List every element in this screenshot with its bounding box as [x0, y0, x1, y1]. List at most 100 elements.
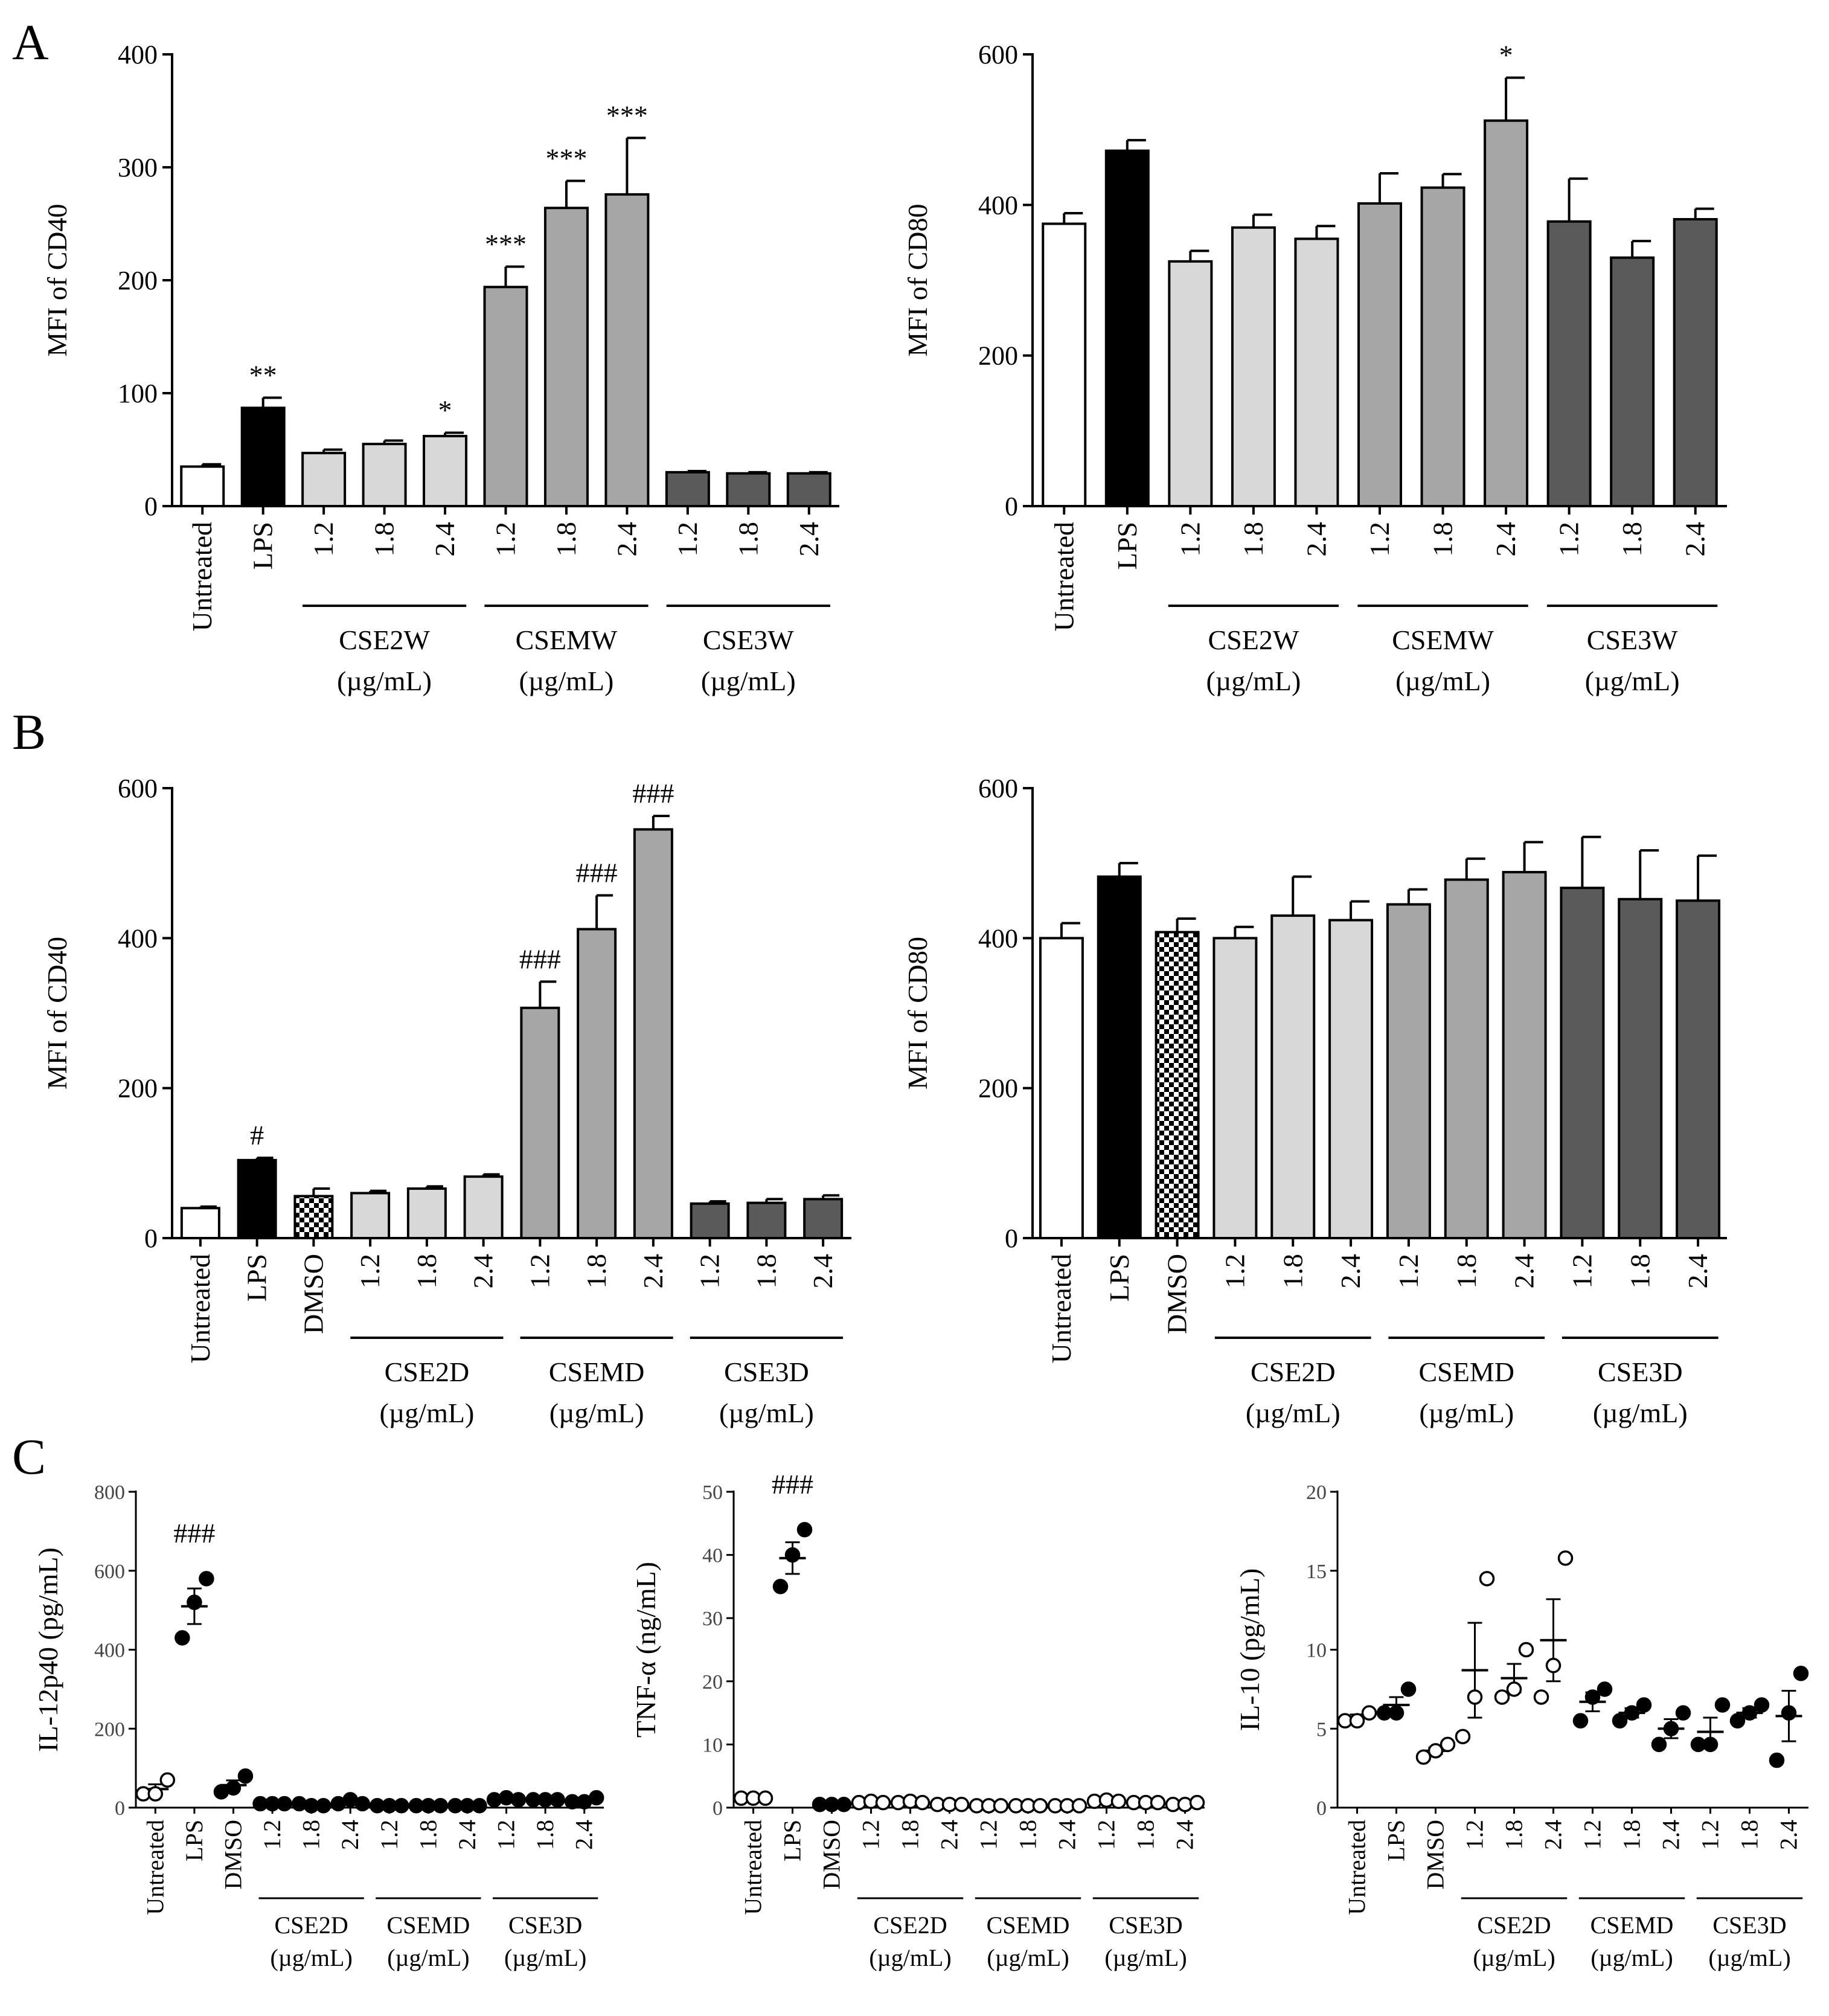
data-point — [1714, 1697, 1731, 1713]
bar — [1168, 260, 1213, 507]
y-tick-label: 400 — [978, 190, 1018, 220]
category-label: 1.2 — [354, 1254, 385, 1289]
group-unit-label: (µg/mL) — [1593, 1398, 1688, 1428]
category-label: 1.8 — [1238, 522, 1269, 557]
group-unit-label: (µg/mL) — [1395, 666, 1490, 696]
bar — [1097, 875, 1142, 1240]
data-point — [1769, 1752, 1785, 1768]
category-label: 2.4 — [1775, 1820, 1802, 1850]
data-point — [147, 1786, 164, 1802]
category-label: 1.2 — [1554, 522, 1584, 557]
data-point — [394, 1797, 409, 1814]
category-label: DMSO — [219, 1820, 246, 1890]
bar — [1212, 937, 1258, 1240]
data-point — [549, 1792, 565, 1808]
bar — [301, 452, 347, 507]
category-label: 1.8 — [414, 1820, 441, 1850]
category-label: 2.4 — [1171, 1820, 1199, 1850]
bar — [1546, 220, 1592, 507]
category-label: 1.2 — [857, 1820, 885, 1850]
group-unit-label: (µg/mL) — [337, 666, 432, 696]
data-point — [1518, 1642, 1534, 1658]
significance-label: *** — [545, 143, 587, 173]
category-label: 1.8 — [531, 1820, 559, 1850]
y-tick-label: 100 — [118, 379, 158, 408]
data-point — [1663, 1721, 1679, 1736]
y-tick-label: 0 — [144, 1224, 158, 1253]
data-point — [1702, 1736, 1718, 1753]
significance-label: ### — [173, 1518, 215, 1549]
category-label: 1.2 — [376, 1820, 403, 1850]
data-point — [1636, 1697, 1652, 1713]
group-unit-label: (µg/mL) — [1246, 1398, 1341, 1428]
category-label: 1.2 — [493, 1820, 520, 1850]
bar — [1502, 871, 1547, 1239]
bar — [1294, 237, 1339, 507]
data-point — [1624, 1705, 1640, 1721]
data-point — [225, 1780, 242, 1796]
data-point — [1506, 1681, 1522, 1697]
category-label: LPS — [1383, 1820, 1410, 1861]
group-label: CSE3D — [724, 1356, 809, 1387]
y-tick-label: 0 — [1316, 1797, 1327, 1820]
chart-c3: 0 5 10 15 20 IL-10 (pg/mL) Untreated LPS DMSO 1.2… — [1234, 1482, 1809, 1971]
group-unit-label: (µg/mL) — [1206, 666, 1301, 696]
category-label: 1.8 — [751, 1254, 781, 1289]
data-point — [914, 1794, 931, 1811]
category-label: 1.2 — [694, 1254, 725, 1289]
bar — [1155, 931, 1200, 1240]
bar — [1560, 887, 1605, 1240]
group-unit-label: (µg/mL) — [719, 1398, 814, 1428]
bar — [362, 443, 407, 508]
data-point — [1400, 1681, 1417, 1697]
group-label: CSEMD — [1590, 1912, 1674, 1939]
group-label: CSE2D — [385, 1356, 470, 1387]
group-label: CSE2W — [1208, 624, 1299, 655]
y-axis-title: TNF-α (ng/mL) — [630, 1562, 661, 1738]
group-unit-label: (µg/mL) — [1473, 1944, 1555, 1971]
bar — [1042, 222, 1087, 507]
y-tick-label: 5 — [1316, 1718, 1327, 1741]
data-point — [187, 1594, 202, 1610]
category-label: 2.4 — [936, 1820, 963, 1850]
category-label: 2.4 — [1335, 1254, 1366, 1289]
data-point — [1189, 1794, 1205, 1811]
panel-letter-a: A — [12, 14, 49, 71]
data-point — [588, 1790, 604, 1806]
group-label: CSE3D — [1598, 1356, 1683, 1387]
bar — [1676, 899, 1721, 1239]
category-label: 1.2 — [258, 1820, 286, 1850]
group-unit-label: (µg/mL) — [1585, 666, 1680, 696]
data-point — [1729, 1713, 1746, 1729]
bar — [1039, 937, 1084, 1240]
category-label: 1.8 — [411, 1254, 442, 1289]
category-label: 1.2 — [1697, 1820, 1724, 1850]
category-label: Untreated — [740, 1820, 767, 1915]
category-label: 1.2 — [1093, 1820, 1120, 1850]
category-label: 1.2 — [1219, 1254, 1250, 1289]
data-point — [1479, 1571, 1495, 1587]
bar — [633, 828, 673, 1239]
y-tick-label: 800 — [94, 1482, 125, 1504]
category-label: 1.2 — [524, 1254, 555, 1289]
category-label: 2.4 — [807, 1254, 838, 1289]
bar — [1270, 914, 1316, 1240]
y-axis-title: MFI of CD80 — [902, 204, 933, 356]
y-tick-label: 50 — [702, 1482, 723, 1504]
data-point — [772, 1579, 789, 1594]
chart-c1: 0 200 400 600 800 IL-12p40 (pg/mL) Untreated LP… — [33, 1482, 604, 1971]
group-unit-label: (µg/mL) — [987, 1944, 1069, 1971]
data-point — [315, 1797, 332, 1814]
chart-b1: 0 200 400 600 MFI of CD40 Untreated LPS DMSO 1.2… — [42, 774, 851, 1428]
data-point — [1597, 1681, 1613, 1697]
group-label: CSE3W — [703, 624, 794, 655]
group-unit-label: (µg/mL) — [1419, 1398, 1514, 1428]
bar — [463, 1175, 504, 1240]
category-label: LPS — [181, 1820, 208, 1861]
significance-label: ** — [249, 359, 277, 390]
data-point — [1032, 1798, 1048, 1814]
group-unit-label: (µg/mL) — [504, 1944, 586, 1971]
significance-label: ### — [772, 1469, 813, 1500]
category-label: 1.2 — [1174, 522, 1205, 557]
data-point — [1494, 1689, 1510, 1705]
